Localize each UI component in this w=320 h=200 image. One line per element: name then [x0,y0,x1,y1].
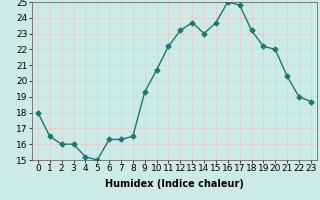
X-axis label: Humidex (Indice chaleur): Humidex (Indice chaleur) [105,179,244,189]
